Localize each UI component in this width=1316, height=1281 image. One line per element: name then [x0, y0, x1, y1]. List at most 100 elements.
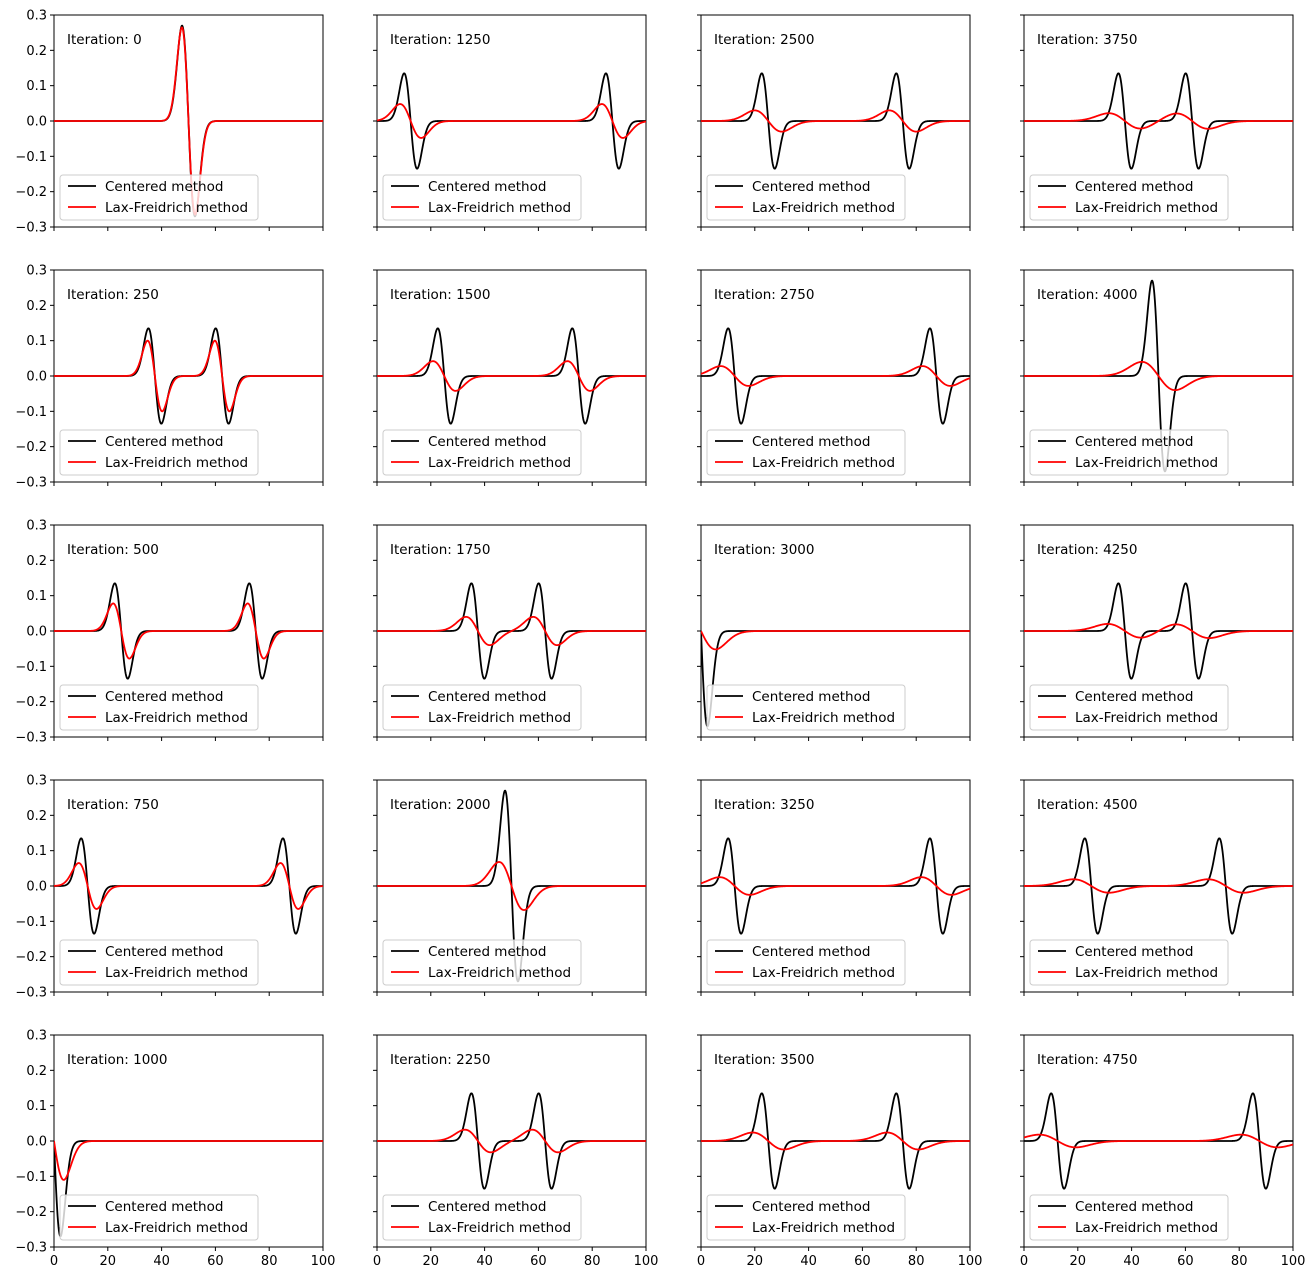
x-tick-label: 40 — [476, 1254, 493, 1269]
legend-label: Centered method — [1075, 1199, 1193, 1215]
iteration-label: Iteration: 1250 — [390, 32, 490, 48]
legend-label: Centered method — [752, 434, 870, 450]
y-tick-label: −0.2 — [15, 1205, 47, 1220]
y-tick-label: −0.2 — [15, 695, 47, 710]
x-tick-label: 40 — [800, 1254, 817, 1269]
legend: Centered method Lax-Freidrich method — [706, 429, 906, 476]
subplot: Iteration: 2000 Centered method Lax-Freidr… — [373, 779, 647, 996]
legend-label: Centered method — [105, 179, 223, 195]
legend-box — [1029, 429, 1229, 476]
x-tick-label: 100 — [311, 1254, 336, 1269]
x-tick-label: 0 — [373, 1254, 381, 1269]
iteration-label: Iteration: 1750 — [390, 542, 490, 558]
legend-box — [59, 429, 259, 476]
legend-box — [59, 684, 259, 731]
legend-label: Lax-Freidrich method — [105, 710, 248, 726]
legend: Centered method Lax-Freidrich method — [382, 174, 582, 221]
legend-label: Lax-Freidrich method — [1075, 710, 1218, 726]
legend-label: Lax-Freidrich method — [428, 1220, 571, 1236]
subplot: Iteration: 3000 Centered method Lax-Freidr… — [697, 524, 971, 741]
legend-label: Centered method — [105, 434, 223, 450]
legend-label: Centered method — [428, 434, 546, 450]
legend: Centered method Lax-Freidrich method — [706, 174, 906, 221]
legend-label: Lax-Freidrich method — [752, 1220, 895, 1236]
y-tick-label: 0.1 — [26, 1099, 47, 1114]
subplot: 0.3 0.2 0.1 0.0 −0.1 −0.2 −0.30 20 40 60 80 100 Iter… — [15, 1029, 335, 1270]
legend-box — [382, 939, 582, 986]
legend-label: Lax-Freidrich method — [752, 965, 895, 981]
y-tick-label: 0.2 — [26, 299, 47, 314]
subplot: 0 20 40 60 80 100 Iteration: 4750 Centered meth… — [1020, 1034, 1305, 1269]
x-tick-label: 40 — [153, 1254, 170, 1269]
iteration-label: Iteration: 3000 — [714, 542, 814, 558]
lax-freidrich-method-line — [377, 360, 646, 392]
lax-freidrich-method-line — [1024, 112, 1293, 130]
y-tick-label: 0.1 — [26, 79, 47, 94]
legend-box — [706, 1194, 906, 1241]
legend: Centered method Lax-Freidrich method — [59, 684, 259, 731]
legend-box — [382, 429, 582, 476]
y-tick-label: −0.1 — [15, 1170, 47, 1185]
lax-freidrich-method-line — [701, 876, 970, 896]
y-tick-label: 0.3 — [26, 264, 47, 279]
subplot: Iteration: 4500 Centered method Lax-Freidr… — [1020, 779, 1294, 996]
legend-box — [59, 939, 259, 986]
legend-label: Lax-Freidrich method — [428, 965, 571, 981]
iteration-label: Iteration: 250 — [67, 287, 159, 303]
iteration-label: Iteration: 1000 — [67, 1052, 167, 1068]
legend-box — [706, 429, 906, 476]
lax-freidrich-method-line — [377, 861, 646, 911]
legend-label: Centered method — [105, 689, 223, 705]
legend-label: Lax-Freidrich method — [105, 965, 248, 981]
legend: Centered method Lax-Freidrich method — [59, 429, 259, 476]
x-tick-label: 40 — [1123, 1254, 1140, 1269]
legend: Centered method Lax-Freidrich method — [706, 939, 906, 986]
x-tick-label: 60 — [207, 1254, 224, 1269]
x-tick-label: 60 — [530, 1254, 547, 1269]
legend-label: Centered method — [1075, 944, 1193, 960]
subplot: 0.3 0.2 0.1 0.0 −0.1 −0.2 −0.3 Iteration: 0 Cent… — [15, 9, 324, 236]
legend: Centered method Lax-Freidrich method — [382, 684, 582, 731]
x-tick-label: 0 — [50, 1254, 58, 1269]
subplot: Iteration: 4250 Centered method Lax-Freidr… — [1020, 524, 1294, 741]
iteration-label: Iteration: 2000 — [390, 797, 490, 813]
y-tick-label: 0.0 — [26, 115, 47, 130]
legend-box — [1029, 684, 1229, 731]
y-tick-label: 0.1 — [26, 844, 47, 859]
iteration-label: Iteration: 0 — [67, 32, 142, 48]
subplot: Iteration: 3250 Centered method Lax-Freidr… — [697, 779, 971, 996]
legend-label: Lax-Freidrich method — [428, 200, 571, 216]
legend: Centered method Lax-Freidrich method — [706, 1194, 906, 1241]
subplot: 0 20 40 60 80 100 Iteration: 3500 Centered meth… — [697, 1034, 982, 1269]
lax-freidrich-method-line — [1024, 878, 1293, 894]
x-tick-label: 20 — [423, 1254, 440, 1269]
lax-freidrich-method-line — [54, 602, 323, 660]
legend: Centered method Lax-Freidrich method — [382, 1194, 582, 1241]
y-tick-label: 0.3 — [26, 9, 47, 24]
x-tick-label: 80 — [1231, 1254, 1248, 1269]
lax-freidrich-method-line — [1024, 360, 1293, 392]
legend: Centered method Lax-Freidrich method — [382, 429, 582, 476]
subplot: 0.3 0.2 0.1 0.0 −0.1 −0.2 −0.3 Iteration: 250 Ce… — [15, 264, 324, 491]
legend-label: Centered method — [752, 689, 870, 705]
legend-box — [1029, 174, 1229, 221]
y-tick-label: 0.3 — [26, 1029, 47, 1044]
subplot: Iteration: 2500 Centered method Lax-Freidr… — [697, 14, 971, 231]
x-tick-label: 0 — [697, 1254, 705, 1269]
y-tick-label: 0.1 — [26, 334, 47, 349]
legend-box — [1029, 1194, 1229, 1241]
iteration-label: Iteration: 2750 — [714, 287, 814, 303]
subplot: Iteration: 1500 Centered method Lax-Freidr… — [373, 269, 647, 486]
legend-label: Centered method — [105, 944, 223, 960]
iteration-label: Iteration: 500 — [67, 542, 159, 558]
lax-freidrich-method-line — [701, 1131, 970, 1151]
y-tick-label: −0.2 — [15, 950, 47, 965]
iteration-label: Iteration: 1500 — [390, 287, 490, 303]
legend-label: Lax-Freidrich method — [1075, 455, 1218, 471]
legend-label: Lax-Freidrich method — [105, 1220, 248, 1236]
legend: Centered method Lax-Freidrich method — [1029, 939, 1229, 986]
iteration-label: Iteration: 2500 — [714, 32, 814, 48]
lax-freidrich-method-line — [701, 109, 970, 133]
y-tick-label: 0.0 — [26, 370, 47, 385]
legend-label: Centered method — [1075, 689, 1193, 705]
